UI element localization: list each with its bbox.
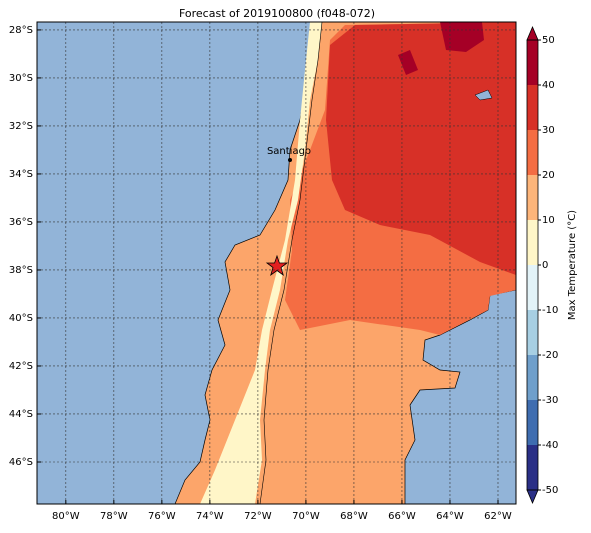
colorbar: -50 -40 -30 -20 -10 0 10 20 30 40 50 Max Temperatur… bbox=[526, 25, 578, 505]
grid bbox=[37, 22, 516, 504]
star-marker bbox=[265, 254, 289, 277]
x-tick-label: 78°W bbox=[100, 511, 128, 522]
x-tick-label: 66°W bbox=[388, 511, 416, 522]
contour-30-40 bbox=[326, 22, 516, 275]
colorbar-tick-label: 50 bbox=[542, 35, 555, 46]
x-tick-label: 76°W bbox=[148, 511, 176, 522]
x-tick-label: 62°W bbox=[484, 511, 512, 522]
x-tick-label: 80°W bbox=[52, 511, 80, 522]
y-tick-label: 40°S bbox=[9, 313, 33, 324]
y-tick-label: 30°S bbox=[9, 73, 33, 84]
x-tick-label: 70°W bbox=[292, 511, 320, 522]
lake bbox=[474, 89, 493, 101]
colorbar-extend-bottom bbox=[526, 489, 539, 505]
colorbar-label: Max Temperature (°C) bbox=[567, 210, 578, 320]
colorbar-extend-top bbox=[526, 25, 539, 41]
title: Forecast of 2019100800 (f048-072) bbox=[179, 7, 375, 20]
y-tick-label: 38°S bbox=[9, 265, 33, 276]
colorbar-band bbox=[527, 355, 538, 400]
x-tick-label: 64°W bbox=[436, 511, 464, 522]
colorbar-band bbox=[527, 175, 538, 220]
colorbar-tick-label: 0 bbox=[542, 260, 548, 271]
colorbar-band bbox=[527, 40, 538, 85]
x-tick-label: 68°W bbox=[340, 511, 368, 522]
y-tick-label: 44°S bbox=[9, 409, 33, 420]
y-tick-label: 36°S bbox=[9, 217, 33, 228]
colorbar-band bbox=[527, 445, 538, 490]
colorbar-tick-label: -50 bbox=[542, 485, 558, 496]
contour-40-50 bbox=[440, 22, 484, 52]
colorbar-tick-label: -10 bbox=[542, 305, 558, 316]
colorbar-tick-label: 30 bbox=[542, 125, 555, 136]
x-tick-label: 74°W bbox=[196, 511, 224, 522]
contour-0-10 bbox=[200, 22, 322, 504]
colorbar-band bbox=[527, 265, 538, 310]
colorbar-tick-label: -30 bbox=[542, 395, 558, 406]
colorbar-band bbox=[527, 85, 538, 130]
border bbox=[259, 21, 323, 505]
colorbar-band bbox=[527, 400, 538, 445]
city-marker bbox=[288, 158, 292, 162]
colorbar-tick-label: 20 bbox=[542, 170, 555, 181]
y-tick-label: 32°S bbox=[9, 121, 33, 132]
colorbar-tick-label: -20 bbox=[542, 350, 558, 361]
contour-40-50 bbox=[398, 50, 418, 75]
colorbar-band bbox=[527, 310, 538, 355]
colorbar-band bbox=[527, 130, 538, 175]
colorbar-band bbox=[527, 220, 538, 265]
y-tick-label: 34°S bbox=[9, 169, 33, 180]
colorbar-tick-label: -40 bbox=[542, 440, 558, 451]
colorbar-tick-label: 40 bbox=[542, 80, 555, 91]
map: Santiago bbox=[37, 21, 517, 505]
y-tick-label: 28°S bbox=[9, 25, 33, 36]
map-frame bbox=[36, 21, 517, 505]
y-tick-label: 42°S bbox=[9, 361, 33, 372]
colorbar-tick-label: 10 bbox=[542, 215, 555, 226]
x-tick-label: 72°W bbox=[244, 511, 272, 522]
y-tick-label: 46°S bbox=[9, 457, 33, 468]
city-label: Santiago bbox=[267, 146, 311, 157]
